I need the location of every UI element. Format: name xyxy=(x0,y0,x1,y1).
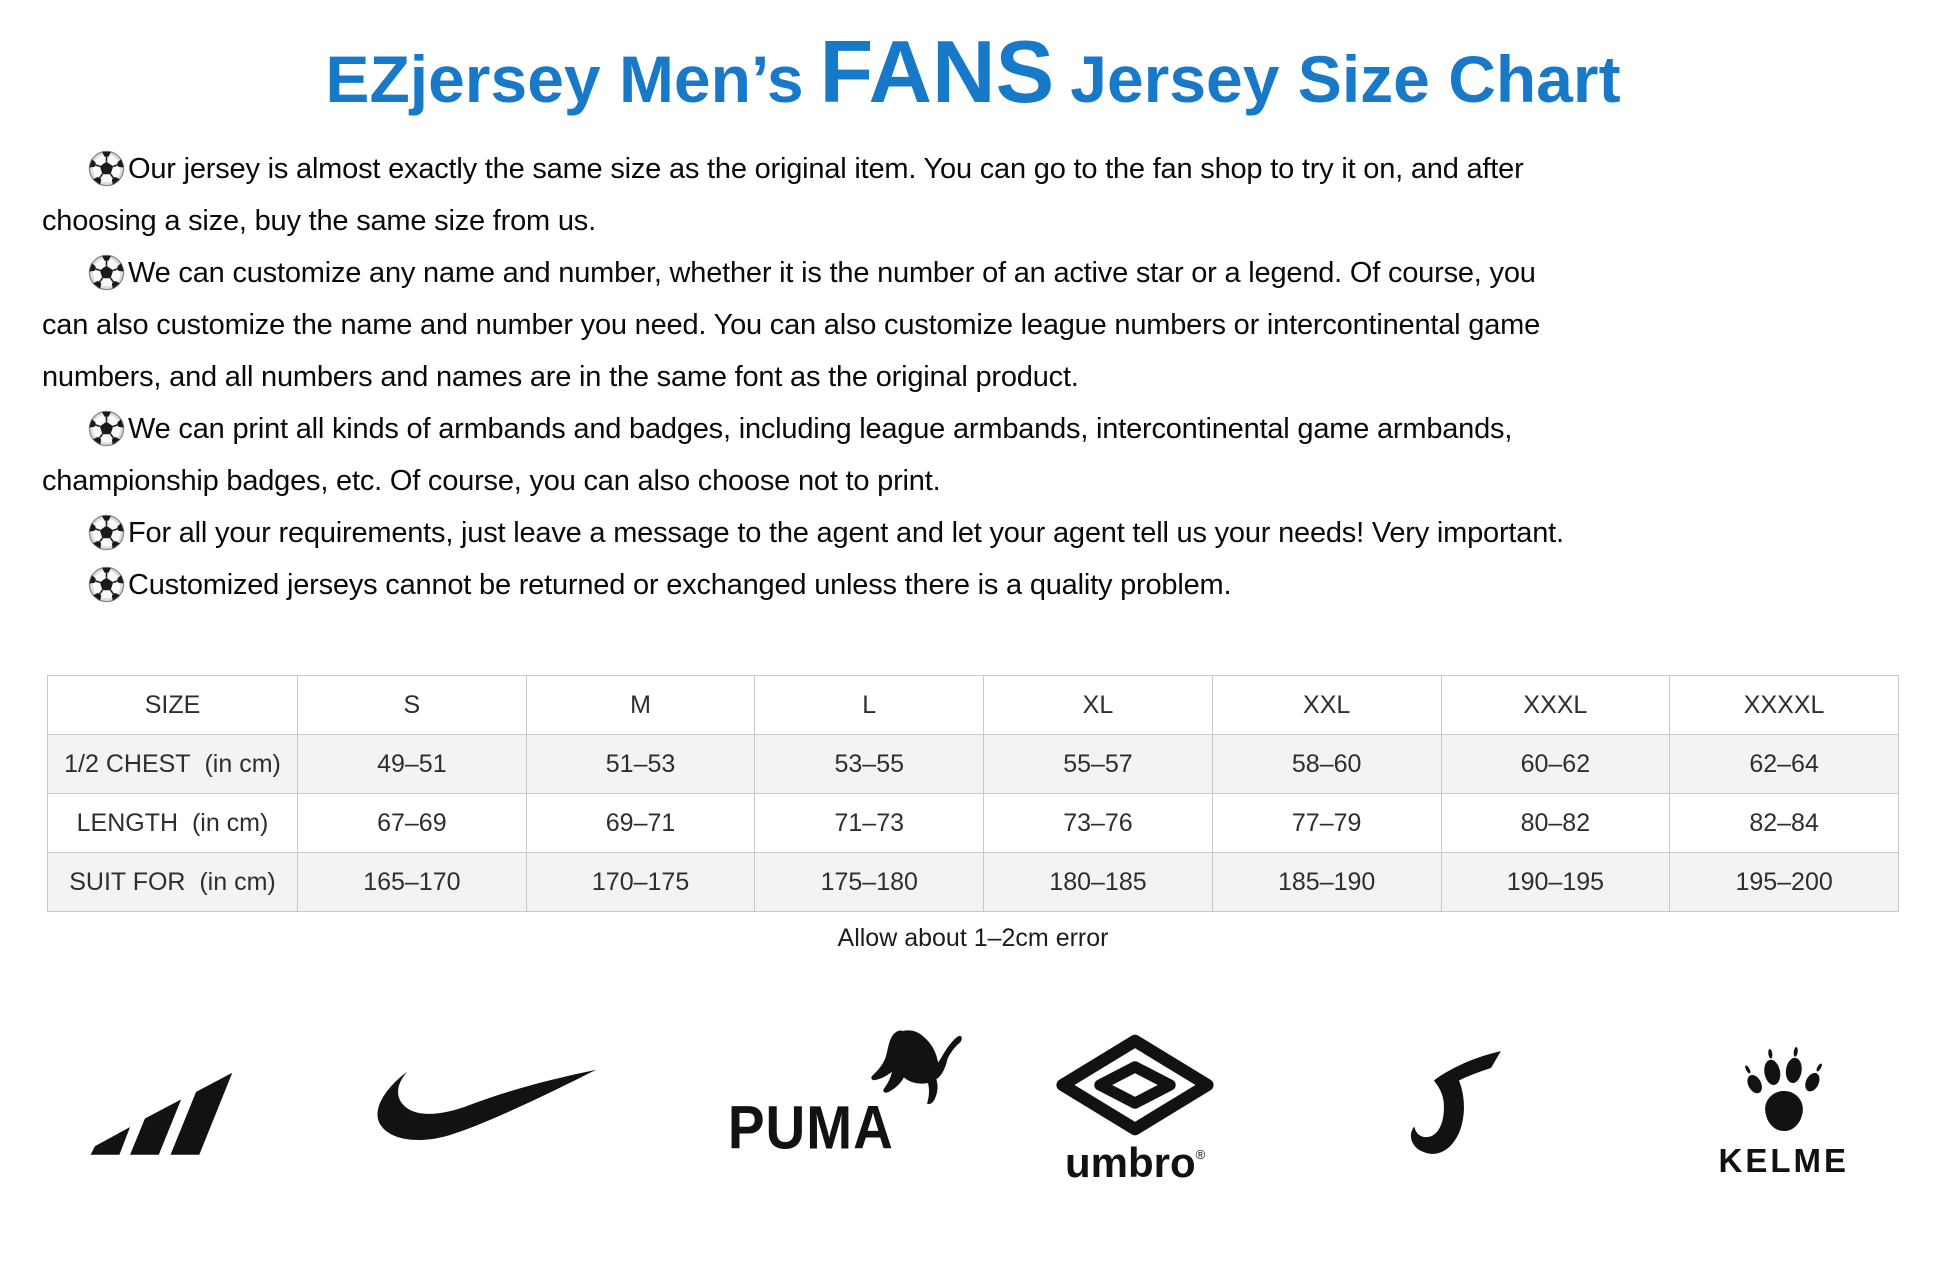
column-header-xl: XL xyxy=(983,675,1213,735)
soccer-ball-icon xyxy=(88,150,125,187)
size-cell: 71–73 xyxy=(754,793,985,853)
column-header-xxxxl: XXXXL xyxy=(1669,675,1899,735)
umbro-wordmark-text: umbro xyxy=(1065,1139,1196,1186)
size-cell: 58–60 xyxy=(1211,734,1442,794)
tolerance-note: Allow about 1–2cm error xyxy=(837,924,1109,952)
intro-paragraph: Customized jerseys cannot be returned or… xyxy=(42,559,1572,611)
brand-logos-row: PUMA umbro® xyxy=(0,1005,1946,1215)
intro-paragraph-text: For all your requirements, just leave a … xyxy=(128,517,1564,549)
puma-wordmark: PUMA xyxy=(727,1092,894,1162)
table-row-half-chest: 1/2 CHEST (in cm) 49–51 51–53 53–55 55–5… xyxy=(47,734,1899,794)
size-cell: 165–170 xyxy=(297,852,527,912)
size-cell: 185–190 xyxy=(1211,852,1442,912)
puma-cat-icon xyxy=(871,1030,962,1105)
soccer-ball-icon xyxy=(88,410,125,447)
page-title: EZjersey Men’s FANS Jersey Size Chart xyxy=(0,0,1946,129)
registered-mark: ® xyxy=(1195,1147,1206,1162)
size-cell: 195–200 xyxy=(1669,852,1899,912)
title-part1: EZjersey Men’s xyxy=(325,42,804,116)
column-header-size: SIZE xyxy=(47,675,298,735)
intro-text-block: Our jersey is almost exactly the same si… xyxy=(42,143,1572,611)
joma-logo xyxy=(1297,1005,1621,1215)
kelme-logo: KELME xyxy=(1622,1005,1946,1215)
size-cell: 49–51 xyxy=(297,734,527,794)
nike-logo xyxy=(324,1005,648,1215)
soccer-ball-icon xyxy=(88,254,125,291)
adidas-logo xyxy=(0,1005,324,1215)
title-highlight-fans: FANS xyxy=(819,22,1055,121)
intro-paragraph: Our jersey is almost exactly the same si… xyxy=(42,143,1572,247)
umbro-diamond-icon xyxy=(1056,1034,1214,1136)
intro-paragraph: We can customize any name and number, wh… xyxy=(42,247,1572,403)
soccer-ball-icon xyxy=(88,566,125,603)
size-cell: 175–180 xyxy=(754,852,985,912)
column-header-l: L xyxy=(754,675,985,735)
umbro-wordmark: umbro® xyxy=(1065,1139,1205,1187)
title-part2: Jersey Size Chart xyxy=(1070,42,1621,116)
soccer-ball-icon xyxy=(88,514,125,551)
size-cell: 180–185 xyxy=(983,852,1213,912)
size-cell: 170–175 xyxy=(525,852,756,912)
intro-paragraph-text: Our jersey is almost exactly the same si… xyxy=(42,153,1524,237)
size-chart-table: SIZE S M L XL XXL XXXL XXXXL 1/2 CHEST (… xyxy=(47,675,1899,912)
column-header-m: M xyxy=(525,675,756,735)
size-cell: 80–82 xyxy=(1440,793,1671,853)
size-cell: 67–69 xyxy=(297,793,527,853)
table-row-length: LENGTH (in cm) 67–69 69–71 71–73 73–76 7… xyxy=(47,793,1899,853)
size-cell: 60–62 xyxy=(1440,734,1671,794)
intro-paragraph: For all your requirements, just leave a … xyxy=(42,507,1572,559)
row-label-suit-for: SUIT FOR (in cm) xyxy=(47,852,298,912)
table-row-suit-for: SUIT FOR (in cm) 165–170 170–175 175–180… xyxy=(47,852,1899,912)
kelme-paw-icon xyxy=(1744,1046,1822,1132)
size-cell: 51–53 xyxy=(525,734,756,794)
row-label-length: LENGTH (in cm) xyxy=(47,793,298,853)
size-cell: 55–57 xyxy=(983,734,1213,794)
adidas-stripes-icon xyxy=(90,1072,233,1155)
umbro-logo: umbro® xyxy=(973,1005,1297,1215)
column-header-xxxl: XXXL xyxy=(1440,675,1671,735)
row-label-half-chest: 1/2 CHEST (in cm) xyxy=(47,734,298,794)
column-header-s: S xyxy=(297,675,527,735)
intro-paragraph: We can print all kinds of armbands and b… xyxy=(42,403,1572,507)
size-cell: 53–55 xyxy=(754,734,985,794)
joma-j-icon xyxy=(1411,1051,1502,1154)
size-cell: 82–84 xyxy=(1669,793,1899,853)
size-cell: 73–76 xyxy=(983,793,1213,853)
size-cell: 190–195 xyxy=(1440,852,1671,912)
nike-swoosh-icon xyxy=(377,1069,597,1141)
intro-paragraph-text: We can customize any name and number, wh… xyxy=(42,257,1541,393)
size-cell: 77–79 xyxy=(1211,793,1442,853)
intro-paragraph-text: We can print all kinds of armbands and b… xyxy=(42,413,1513,497)
column-header-xxl: XXL xyxy=(1211,675,1442,735)
intro-paragraph-text: Customized jerseys cannot be returned or… xyxy=(128,569,1232,601)
puma-logo: PUMA xyxy=(649,1005,973,1215)
size-cell: 69–71 xyxy=(525,793,756,853)
kelme-wordmark: KELME xyxy=(1718,1142,1850,1179)
size-cell: 62–64 xyxy=(1669,734,1899,794)
table-header-row: SIZE S M L XL XXL XXXL XXXXL xyxy=(47,675,1899,735)
